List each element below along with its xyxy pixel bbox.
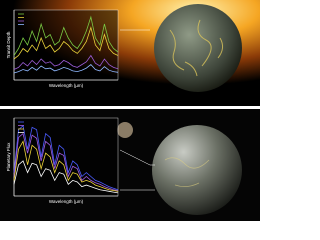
planet-surface: [169, 19, 224, 77]
data-line: [13, 125, 119, 191]
data-line: [13, 160, 119, 194]
x-axis-label: Wavelength (µm): [49, 83, 84, 88]
planet: [154, 4, 242, 92]
charts: Wavelength (µm) Transit Depth Wavelength (…: [6, 9, 119, 204]
moon: [117, 122, 133, 138]
data-line: [13, 26, 119, 60]
page: {"chart_data": [ {"type": "line", "y_lab…: [0, 0, 260, 221]
separator: [0, 106, 260, 109]
y-axis-label: Transit Depth: [6, 31, 11, 58]
planet: [152, 125, 242, 215]
connector: [119, 149, 155, 166]
x-axis-label: Wavelength (µm): [49, 199, 84, 204]
data-line: [13, 132, 119, 191]
planet-surface: [164, 157, 210, 187]
data-line: [13, 64, 119, 74]
y-axis-label: Planetary Flux: [6, 142, 11, 172]
illustration: Wavelength (µm) Transit Depth Wavelength (…: [0, 0, 260, 221]
data-line: [13, 54, 119, 70]
data-line: [13, 140, 119, 192]
data-line: [13, 15, 119, 56]
